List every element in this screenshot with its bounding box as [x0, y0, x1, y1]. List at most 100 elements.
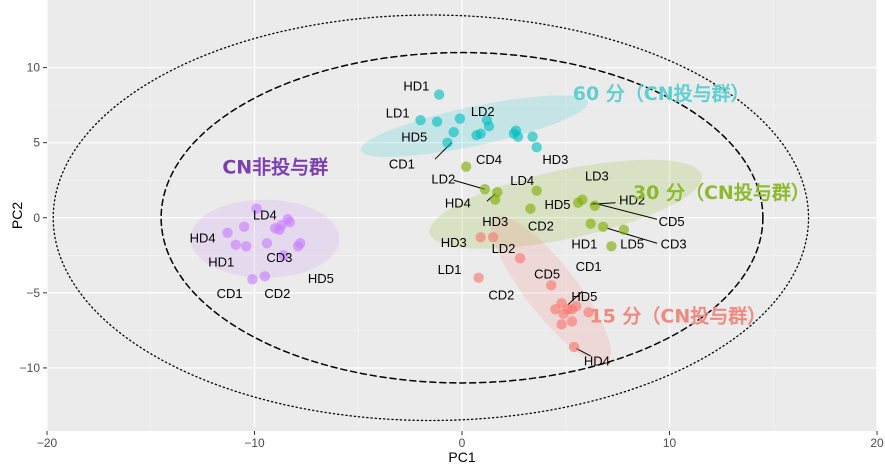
data-point	[448, 126, 459, 138]
data-point	[238, 221, 250, 232]
point-label: LD2	[471, 104, 495, 119]
data-point	[294, 238, 306, 249]
point-label: CD5	[534, 266, 560, 281]
data-point	[460, 161, 472, 172]
group-ellipse	[429, 159, 702, 249]
x-axis-ticks: −20 −10 0 10 20	[37, 431, 884, 450]
group-labels: CN非投与群 60 分（CN投与群） 30 分（CN投与群） 15 分（CN投与群）	[222, 82, 810, 327]
y-axis-ticks: −10 −5 0 5 10	[20, 61, 47, 375]
y-tick-label: −5	[26, 286, 40, 300]
point-label: HD5	[401, 130, 427, 145]
point-label: LD1	[386, 106, 410, 121]
group-label: 30 分（CN投与群）	[633, 181, 810, 204]
group-label: 15 分（CN投与群）	[589, 304, 766, 327]
data-point	[546, 280, 557, 291]
data-point	[415, 114, 426, 126]
data-point	[589, 200, 600, 211]
data-point	[481, 114, 493, 126]
data-point	[222, 227, 233, 238]
point-label: HD1	[571, 236, 597, 251]
x-axis-title: PC1	[448, 449, 475, 465]
x-tick-label: −10	[244, 436, 265, 450]
point-label: HD5	[544, 197, 570, 212]
data-point	[570, 301, 582, 312]
point-label: LD3	[585, 169, 609, 184]
point-label: LD4	[510, 173, 534, 188]
point-labels: LD4 HD4 HD1 CD3 HD5 CD1 CD2 HD1 LD1 LD2 HD5 CD4 HD3 C…	[190, 79, 687, 369]
data-point	[284, 217, 295, 228]
y-axis-title: PC2	[9, 202, 25, 229]
label-connector-line	[567, 290, 583, 306]
point-label: CD5	[659, 214, 685, 229]
outer-ellipses	[52, 14, 810, 422]
data-point	[259, 271, 271, 282]
data-point	[261, 238, 273, 249]
point-label: CD3	[266, 250, 292, 265]
point-label: HD3	[482, 214, 508, 229]
data-point	[479, 184, 491, 195]
point-label: CD2	[488, 287, 514, 302]
point-label: HD5	[308, 271, 334, 286]
dashed-confidence-ellipse	[160, 51, 764, 384]
dotted-confidence-ellipse	[52, 14, 810, 422]
group-label: CN非投与群	[222, 156, 328, 179]
point-label: HD2	[619, 193, 645, 208]
data-point	[531, 185, 542, 196]
point-label: CD2	[264, 286, 290, 301]
point-label: CD3	[661, 236, 687, 251]
y-tick-label: −10	[20, 361, 41, 375]
point-label: HD5	[571, 289, 597, 304]
data-point	[274, 224, 285, 235]
point-label: HD3	[441, 235, 467, 250]
point-label: HD4	[445, 196, 471, 211]
data-point	[525, 203, 536, 214]
x-tick-label: −20	[37, 436, 58, 450]
data-point	[473, 272, 484, 284]
data-point	[577, 194, 588, 205]
data-point	[251, 203, 262, 214]
data-point	[568, 341, 580, 353]
point-label: LD4	[253, 208, 277, 223]
point-label: LD1	[438, 262, 462, 277]
data-point	[597, 221, 609, 232]
point-label: HD4	[584, 353, 610, 368]
label-connector-line	[453, 179, 485, 190]
point-label: HD4	[190, 230, 216, 245]
data-point	[514, 253, 526, 264]
group-ellipse	[360, 95, 589, 157]
point-label: CD1	[576, 259, 602, 274]
point-label: HD1	[208, 254, 234, 269]
point-label: LD2	[431, 172, 455, 187]
data-point	[442, 137, 453, 148]
x-tick-label: 20	[870, 436, 884, 450]
y-tick-label: 5	[33, 136, 40, 150]
grid-lines	[46, 0, 878, 431]
point-label: HD3	[542, 152, 568, 167]
data-point	[247, 274, 258, 285]
data-point	[606, 241, 617, 252]
point-label: LD5	[620, 236, 644, 251]
data-point	[583, 307, 594, 318]
point-label: HD1	[403, 79, 429, 94]
data-point	[241, 241, 252, 252]
data-point	[475, 128, 486, 139]
y-tick-label: 0	[33, 211, 40, 225]
data-points	[222, 89, 630, 353]
data-point	[431, 116, 443, 127]
point-label: CD1	[389, 157, 415, 172]
data-point	[527, 131, 538, 142]
point-label: CD2	[528, 218, 554, 233]
data-point	[454, 113, 466, 124]
point-label: LD2	[492, 241, 516, 256]
data-point	[618, 224, 630, 235]
label-connector-line	[592, 202, 658, 220]
data-point	[556, 319, 567, 330]
x-tick-label: 0	[459, 436, 466, 450]
label-connector-line	[607, 227, 658, 244]
data-point	[490, 194, 501, 205]
group-label: 60 分（CN投与群）	[573, 82, 750, 105]
data-point	[512, 131, 524, 142]
point-label: CD4	[476, 152, 502, 167]
data-point	[475, 232, 486, 243]
